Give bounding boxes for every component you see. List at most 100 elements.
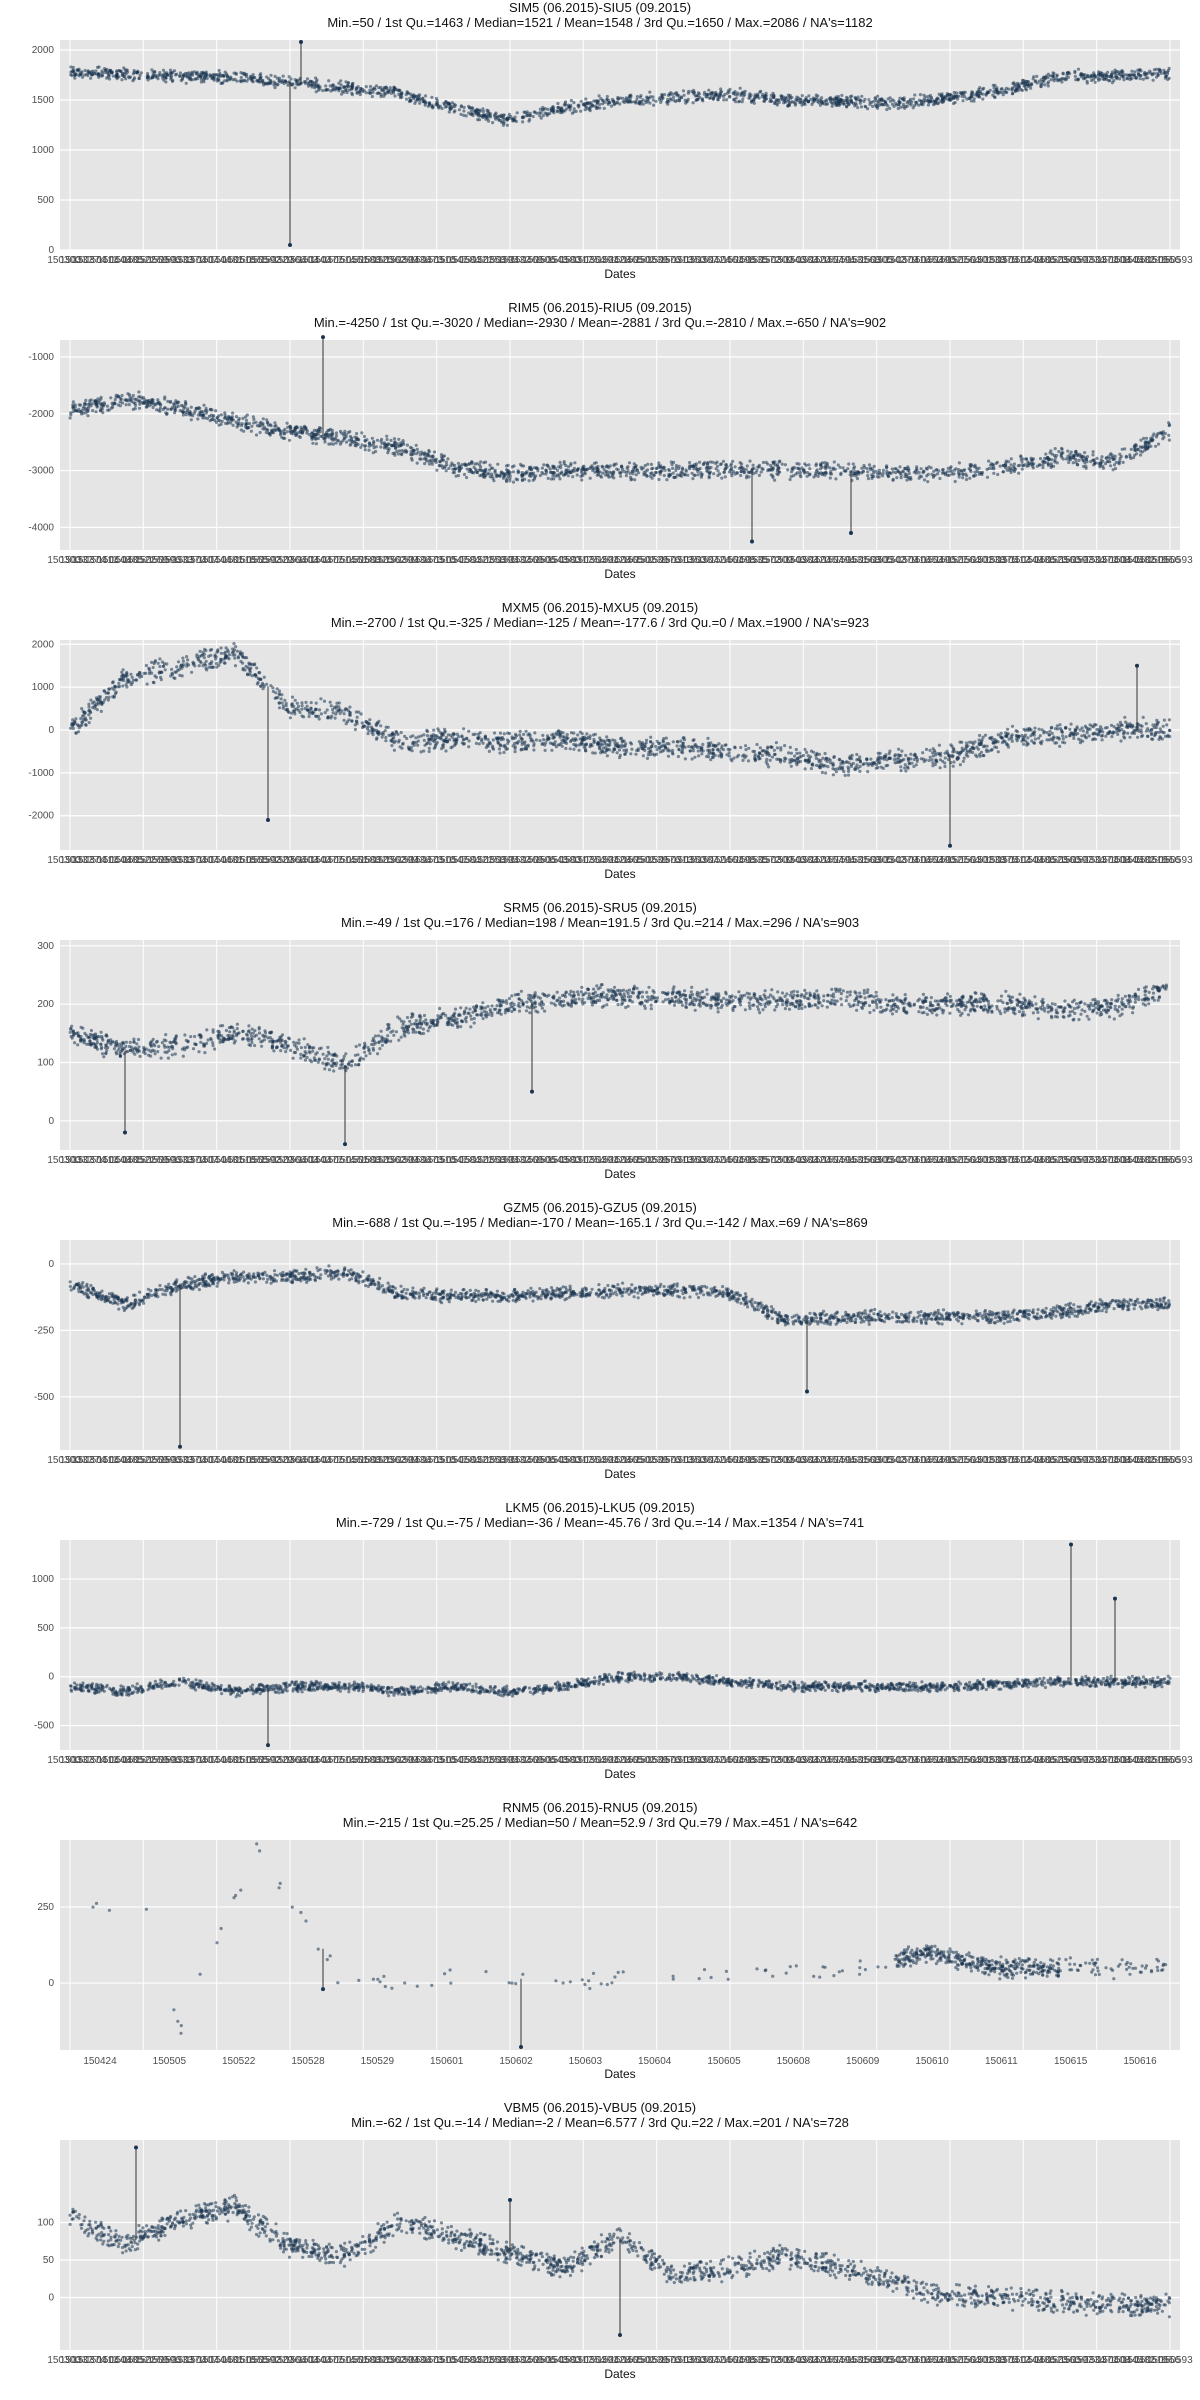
data-point: [659, 470, 663, 474]
data-point: [1146, 445, 1150, 449]
data-point: [1101, 466, 1106, 470]
data-point: [539, 116, 543, 120]
data-point: [1026, 728, 1030, 732]
data-point: [734, 96, 738, 100]
data-point: [871, 104, 875, 108]
data-point: [1167, 433, 1171, 437]
data-point: [511, 470, 516, 474]
x-tick-label: 150305: [859, 855, 893, 866]
data-point: [203, 416, 207, 420]
data-point: [1118, 720, 1122, 724]
data-point: [715, 460, 719, 464]
data-point: [1162, 718, 1166, 722]
data-point: [580, 467, 584, 471]
data-point: [898, 96, 902, 100]
data-point: [1129, 456, 1133, 460]
x-tick-label: 150486: [1022, 855, 1056, 866]
data-point: [483, 473, 487, 477]
data-point: [538, 107, 543, 111]
data-point: [836, 101, 841, 105]
data-point: [479, 460, 483, 464]
data-point: [334, 441, 338, 445]
data-point: [919, 102, 924, 106]
data-point: [480, 473, 484, 477]
x-tick-label: 150444: [197, 555, 231, 566]
data-point: [568, 108, 572, 112]
x-tick-label: 150531: [834, 555, 868, 566]
data-point: [897, 100, 901, 104]
data-point: [1050, 458, 1054, 462]
data-point: [456, 461, 460, 465]
data-point: [862, 463, 866, 468]
data-point: [954, 467, 958, 471]
data-point: [203, 71, 207, 75]
x-tick-label: 150337: [60, 555, 94, 566]
data-point: [807, 94, 811, 98]
data-point: [1133, 73, 1137, 77]
data-point: [273, 421, 277, 425]
data-point: [590, 103, 594, 107]
data-point: [324, 84, 328, 88]
data-point: [759, 470, 763, 474]
x-tick-label: 150354: [572, 855, 606, 866]
data-point: [821, 756, 825, 760]
data-point: [577, 748, 581, 752]
data-point: [90, 402, 94, 406]
data-point: [538, 114, 542, 118]
data-point: [507, 112, 511, 116]
data-point: [926, 480, 930, 484]
data-point: [798, 751, 802, 755]
data-point: [140, 396, 144, 400]
data-point: [475, 470, 479, 475]
x-tick-label: 150519: [1134, 255, 1168, 266]
x-tick-label: 150440: [297, 255, 331, 266]
data-point: [793, 103, 798, 107]
x-tick-label: 150477: [310, 855, 344, 866]
data-point: [591, 751, 595, 755]
data-point: [968, 468, 972, 472]
data-point: [1076, 463, 1080, 467]
data-point: [1024, 87, 1028, 91]
data-point: [507, 471, 511, 475]
data-point: [90, 73, 94, 77]
data-point: [289, 77, 293, 81]
data-point: [800, 466, 804, 470]
data-point: [80, 72, 84, 77]
data-point: [605, 748, 609, 752]
data-point: [875, 475, 880, 479]
data-point: [515, 111, 519, 115]
data-point: [873, 97, 878, 101]
x-tick-label: 150485: [110, 555, 144, 566]
data-point: [490, 472, 494, 476]
data-point: [133, 403, 138, 407]
x-tick-label: 150448: [97, 255, 131, 266]
data-point: [927, 99, 931, 104]
data-point: [122, 678, 126, 683]
data-point: [335, 701, 339, 705]
x-tick-label: 150543: [535, 555, 569, 566]
data-point: [469, 469, 473, 473]
data-point: [806, 99, 811, 103]
data-point: [1128, 735, 1132, 739]
data-point: [1035, 74, 1039, 78]
x-tick-label: 150391: [585, 555, 619, 566]
data-point: [179, 403, 184, 408]
data-point: [799, 97, 803, 101]
data-point: [295, 701, 299, 705]
data-point: [183, 71, 188, 76]
data-point: [1021, 736, 1025, 740]
data-point: [878, 751, 882, 755]
data-point: [367, 444, 371, 448]
data-point: [410, 456, 414, 460]
x-tick-label: 150317: [560, 555, 594, 566]
data-point: [1146, 76, 1150, 80]
data-point: [572, 469, 576, 473]
data-point: [960, 94, 964, 98]
data-point: [756, 754, 760, 758]
data-point: [769, 463, 773, 468]
x-tick-label: 150362: [372, 255, 406, 266]
data-point: [507, 731, 512, 736]
data-point: [658, 746, 662, 750]
chart-panel: MXM5 (06.2015)-MXU5 (09.2015) Min.=-2700 …: [0, 600, 1200, 900]
data-point: [285, 421, 289, 425]
